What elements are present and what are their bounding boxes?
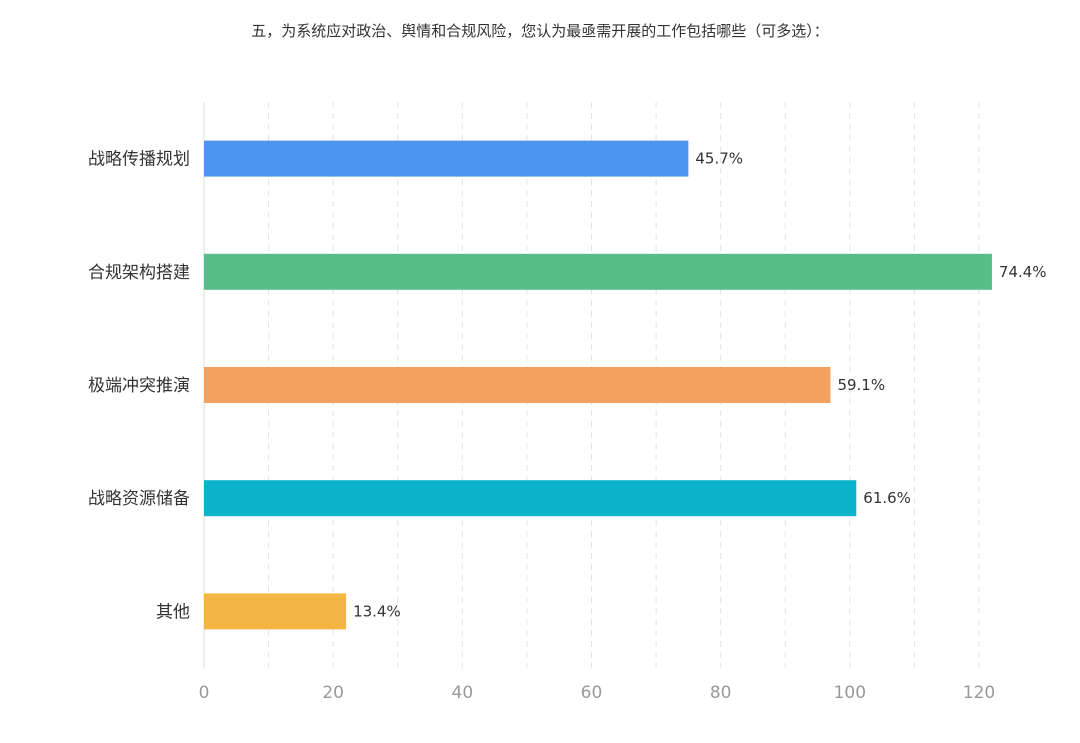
category-label: 极端冲突推演 [88,376,190,396]
x-tick-label: 60 [581,683,603,703]
x-tick-label: 0 [199,683,210,703]
x-tick-label: 40 [452,683,474,703]
data-label: 45.7% [695,150,743,168]
bar [204,140,689,177]
x-tick-label: 80 [710,683,732,703]
category-label: 其他 [156,602,190,622]
bar [204,367,831,403]
x-tick-label: 100 [834,683,866,703]
x-tick-label: 120 [963,683,995,703]
data-label: 74.4% [999,263,1047,281]
chart-title: 五，为系统应对政治、舆情和合规风险，您认为最亟需开展的工作包括哪些（可多选）： [251,22,829,40]
category-label: 战略资源储备 [88,489,190,509]
data-label: 59.1% [837,376,885,394]
x-tick-label: 20 [322,683,344,703]
data-label: 61.6% [863,489,911,507]
bar [204,593,347,630]
bar [204,253,992,290]
bar [204,480,857,517]
category-label: 合规架构搭建 [88,263,190,283]
category-label: 战略传播规划 [88,150,190,170]
data-label: 13.4% [353,602,401,620]
